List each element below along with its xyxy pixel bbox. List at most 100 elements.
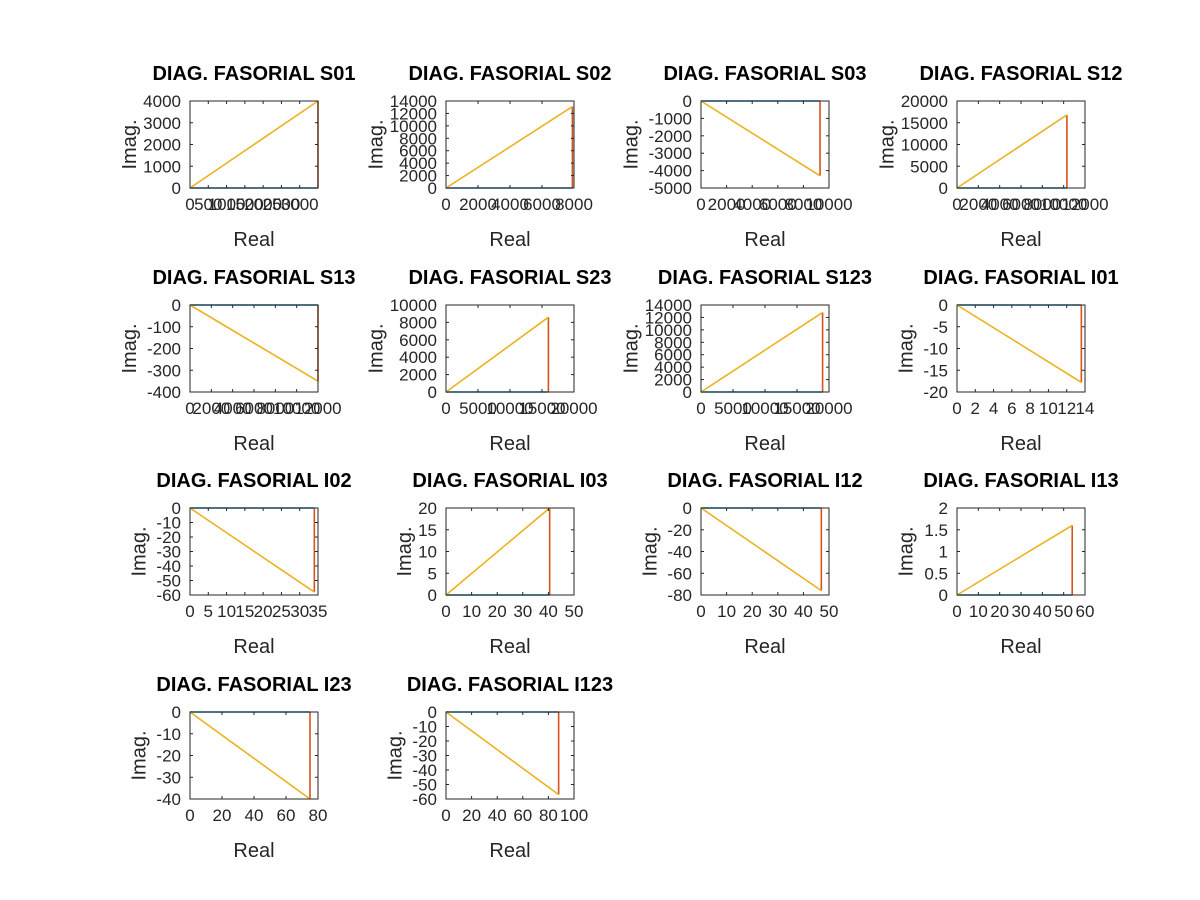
x-tick-label: 10 (969, 602, 988, 621)
y-tick-label: 20 (418, 499, 437, 518)
phasor-line (445, 316, 549, 393)
y-tick-label: 8000 (399, 129, 437, 148)
x-tick-label: 20000 (805, 399, 852, 418)
y-tick-label: -80 (667, 586, 692, 605)
x-tick-label: 12000 (294, 399, 341, 418)
x-tick-label: 12 (1057, 399, 1076, 418)
subplot-title: DIAG. FASORIAL I01 (923, 267, 1118, 289)
x-tick-label: 2000 (459, 195, 497, 214)
subplot-11: 0 10 20 30 40 50 -80 -60 -40 -20 0 DIAG. FASORIAL I… (640, 470, 863, 658)
x-tick-label: 1500 (226, 195, 264, 214)
y-tick-label: 1 (939, 543, 948, 562)
x-tick-label: 10 (217, 602, 236, 621)
y-axis-label: Imag. (385, 730, 407, 780)
y-tick-label: -20 (156, 528, 181, 547)
x-tick-label: 20 (213, 806, 232, 825)
y-axis-label: Imag. (119, 323, 141, 373)
phasor-line (445, 105, 573, 189)
x-tick-label: 5 (204, 602, 213, 621)
subplot-title: DIAG. FASORIAL S13 (152, 267, 355, 289)
y-axis-label: Imag. (129, 730, 151, 780)
y-tick-label: 8000 (654, 333, 692, 352)
y-tick-label: 0 (172, 703, 181, 722)
x-tick-label: 4000 (491, 195, 529, 214)
y-tick-label: -5000 (649, 179, 692, 198)
x-tick-label: 4000 (214, 399, 252, 418)
y-tick-label: 14000 (645, 296, 692, 315)
y-tick-label: 0 (172, 179, 181, 198)
y-tick-label: -10 (412, 718, 437, 737)
x-tick-label: 40 (245, 806, 264, 825)
y-tick-label: -200 (147, 340, 181, 359)
y-tick-label: 6000 (654, 346, 692, 365)
y-tick-label: -30 (412, 747, 437, 766)
x-tick-label: 30 (513, 602, 532, 621)
x-tick-label: 0 (185, 602, 194, 621)
x-tick-label: 2000 (708, 195, 746, 214)
x-tick-label: 14 (1076, 399, 1095, 418)
x-tick-label: 80 (309, 806, 328, 825)
y-axis-label: Imag. (129, 526, 151, 576)
phasor-line (700, 100, 821, 177)
y-tick-label: -60 (667, 564, 692, 583)
subplot-title: DIAG. FASORIAL S02 (408, 63, 611, 85)
x-tick-label: 5000 (714, 399, 752, 418)
subplot-title: DIAG. FASORIAL I123 (407, 674, 613, 696)
y-axis-label: Imag. (366, 323, 388, 373)
y-tick-label: -40 (156, 557, 181, 576)
y-tick-label: 0 (683, 499, 692, 518)
y-axis-label: Imag. (366, 119, 388, 169)
y-tick-label: 0.5 (924, 564, 948, 583)
x-tick-label: 30 (768, 602, 787, 621)
subplot-title: DIAG. FASORIAL S23 (408, 267, 611, 289)
x-tick-label: 80 (539, 806, 558, 825)
x-tick-label: 6000 (235, 399, 273, 418)
x-tick-label: 8000 (256, 399, 294, 418)
subplot-3: 0 200040006000800010000-5000-4000-3000-20… (621, 63, 867, 251)
y-tick-label: 0 (428, 383, 437, 402)
x-tick-label: 20 (488, 602, 507, 621)
x-tick-label: 30 (290, 602, 309, 621)
subplot-title: DIAG. FASORIAL S03 (663, 63, 866, 85)
phasor-line (700, 507, 822, 592)
y-tick-label: -20 (156, 747, 181, 766)
phasor-line (700, 311, 824, 393)
x-axis-label: Real (489, 433, 530, 455)
y-tick-label: 6000 (399, 142, 437, 161)
x-tick-label: 6000 (759, 195, 797, 214)
y-tick-label: 4000 (399, 348, 437, 367)
x-tick-label: 100 (560, 806, 588, 825)
phasor-line (445, 711, 560, 796)
x-tick-label: 0 (696, 602, 705, 621)
x-tick-label: 12000 (1061, 195, 1108, 214)
y-tick-label: 0 (428, 703, 437, 722)
subplot-7: 0 500010000150002000002000400060008000100… (621, 267, 873, 455)
x-tick-label: 0 (441, 602, 450, 621)
x-tick-label: 2000 (244, 195, 282, 214)
subplot-title: DIAG. FASORIAL S123 (658, 267, 872, 289)
plot-area (701, 101, 829, 188)
x-tick-label: 0 (185, 195, 194, 214)
x-tick-label: 6000 (523, 195, 561, 214)
x-axis-label: Real (233, 433, 274, 455)
x-tick-label: 60 (513, 806, 532, 825)
y-tick-label: 10000 (645, 321, 692, 340)
phasor-line (189, 100, 319, 189)
y-tick-label: -10 (923, 340, 948, 359)
subplot-title: DIAG. FASORIAL I23 (156, 674, 351, 696)
x-tick-label: 10 (717, 602, 736, 621)
y-tick-label: 2000 (143, 136, 181, 155)
y-tick-label: 0 (683, 383, 692, 402)
x-tick-label: 4000 (733, 195, 771, 214)
y-tick-label: 4000 (654, 358, 692, 377)
y-tick-label: -20 (412, 732, 437, 751)
x-tick-label: 20000 (550, 399, 597, 418)
phasor-line (445, 507, 551, 596)
y-tick-label: 5000 (910, 157, 948, 176)
y-tick-label: 5 (428, 564, 437, 583)
y-tick-label: 10000 (901, 136, 948, 155)
x-tick-label: 10 (462, 602, 481, 621)
subplot-title: DIAG. FASORIAL S12 (919, 63, 1122, 85)
y-tick-label: 2000 (399, 366, 437, 385)
